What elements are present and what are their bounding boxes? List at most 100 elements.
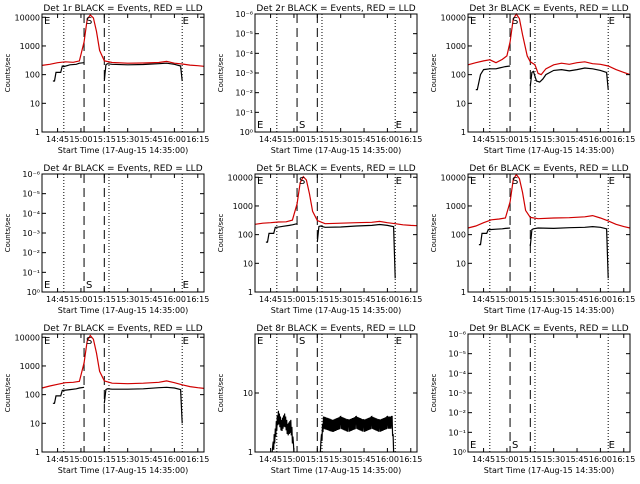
y-tick-label: 10⁻² xyxy=(448,409,466,418)
x-tick-label: 15:15 xyxy=(306,295,329,304)
x-axis-label: Start Time (17-Aug-15 14:35:00) xyxy=(271,466,402,475)
x-tick-label: 15:45 xyxy=(353,135,376,144)
y-tick-label: 10⁰ xyxy=(240,128,253,137)
detector-panel: Det 4r BLACK = Events, RED = LLD E S E 10⁰ 10… xyxy=(4,164,209,315)
y-tick-label: 100 xyxy=(451,71,466,80)
x-tick-label: 15:30 xyxy=(116,295,139,304)
interval-marker-label: E xyxy=(183,280,189,291)
x-tick-label: 16:15 xyxy=(399,455,422,464)
interval-marker-label: S xyxy=(299,120,305,131)
detector-panel: Det 2r BLACK = Events, RED = LLD E S E 10⁰ 10… xyxy=(217,4,422,155)
interval-marker-label: E xyxy=(396,336,402,347)
detector-panel: Det 3r BLACK = Events, RED = LLD E S E 1 10 10… xyxy=(430,4,635,155)
y-tick-label: 10 xyxy=(456,99,466,108)
x-tick-label: 15:45 xyxy=(353,455,376,464)
events-series-line xyxy=(103,386,183,424)
x-tick-label: 16:00 xyxy=(589,455,612,464)
x-tick-label: 15:45 xyxy=(566,135,589,144)
y-tick-label: 10⁻³ xyxy=(22,229,40,238)
y-axis-label: Counts/sec xyxy=(4,374,12,413)
x-tick-label: 15:30 xyxy=(116,135,139,144)
events-series-line xyxy=(529,67,609,90)
x-tick-label: 15:15 xyxy=(93,135,116,144)
y-tick-label: 100 xyxy=(451,231,466,240)
y-tick-label: 10 xyxy=(30,419,40,428)
x-tick-label: 15:45 xyxy=(140,455,163,464)
x-axis-label: Start Time (17-Aug-15 14:35:00) xyxy=(58,466,189,475)
plot-frame xyxy=(41,173,205,293)
plot-frame xyxy=(467,13,631,133)
y-tick-label: 10⁻⁵ xyxy=(448,350,466,359)
panel-title: Det 8r BLACK = Events, RED = LLD xyxy=(256,324,415,334)
x-tick-label: 15:30 xyxy=(329,135,352,144)
events-series-line xyxy=(478,227,511,246)
x-tick-label: 15:00 xyxy=(282,295,305,304)
x-axis-label: Start Time (17-Aug-15 14:35:00) xyxy=(271,146,402,155)
x-tick-label: 15:00 xyxy=(282,455,305,464)
y-tick-label: 1000 xyxy=(446,202,466,211)
y-tick-label: 100 xyxy=(25,391,40,400)
x-tick-label: 15:00 xyxy=(282,135,305,144)
y-tick-label: 1000 xyxy=(446,42,466,51)
y-axis-label: Counts/sec xyxy=(430,374,438,413)
x-tick-label: 16:00 xyxy=(589,295,612,304)
panel-title: Det 2r BLACK = Events, RED = LLD xyxy=(256,4,415,14)
x-tick-label: 15:30 xyxy=(329,455,352,464)
x-tick-label: 15:15 xyxy=(306,135,329,144)
x-tick-label: 15:30 xyxy=(542,455,565,464)
x-tick-label: 14:45 xyxy=(46,295,69,304)
x-tick-label: 15:15 xyxy=(93,295,116,304)
plot-frame xyxy=(41,13,205,133)
interval-marker-label: S xyxy=(86,280,92,291)
y-tick-label: 10000 xyxy=(441,13,466,22)
panel-title: Det 7r BLACK = Events, RED = LLD xyxy=(43,324,202,334)
interval-marker-label: S xyxy=(299,176,305,187)
y-axis-label: Counts/sec xyxy=(217,374,225,413)
y-tick-label: 10⁻² xyxy=(22,249,40,258)
y-tick-label: 10⁻³ xyxy=(235,69,253,78)
detector-panel: Det 9r BLACK = Events, RED = LLD E S E 10⁰ 10… xyxy=(430,324,635,475)
y-tick-label: 10000 xyxy=(441,173,466,182)
lld-series-line xyxy=(41,14,205,67)
x-tick-label: 15:15 xyxy=(519,135,542,144)
x-tick-label: 15:00 xyxy=(495,295,518,304)
events-series-line xyxy=(475,65,511,91)
x-tick-label: 15:00 xyxy=(495,135,518,144)
x-tick-label: 16:00 xyxy=(163,295,186,304)
y-tick-label: 10 xyxy=(30,99,40,108)
x-tick-label: 14:45 xyxy=(472,295,495,304)
events-series-line xyxy=(265,223,298,243)
events-series-line xyxy=(103,62,183,82)
x-tick-label: 15:45 xyxy=(566,295,589,304)
interval-marker-label: E xyxy=(257,336,263,347)
interval-marker-label: E xyxy=(470,16,476,27)
x-tick-label: 16:00 xyxy=(589,135,612,144)
x-tick-label: 16:15 xyxy=(399,295,422,304)
detector-panel: Det 1r BLACK = Events, RED = LLD E S E 1 10 10… xyxy=(4,4,209,155)
y-tick-label: 10⁰ xyxy=(453,448,466,457)
y-tick-label: 10⁻⁴ xyxy=(22,209,40,218)
plot-frame xyxy=(254,13,418,133)
y-tick-label: 10 xyxy=(456,259,466,268)
panel-title: Det 9r BLACK = Events, RED = LLD xyxy=(469,324,628,334)
interval-marker-label: E xyxy=(257,176,263,187)
x-tick-label: 15:30 xyxy=(542,295,565,304)
interval-marker-label: E xyxy=(183,16,189,27)
x-tick-label: 15:45 xyxy=(140,295,163,304)
x-tick-label: 16:00 xyxy=(163,455,186,464)
x-tick-label: 15:00 xyxy=(69,295,92,304)
y-tick-label: 10⁻¹ xyxy=(22,268,40,277)
x-tick-label: 14:45 xyxy=(472,455,495,464)
x-tick-label: 16:00 xyxy=(376,455,399,464)
interval-marker-label: E xyxy=(44,336,50,347)
x-tick-label: 15:45 xyxy=(566,455,589,464)
x-axis-label: Start Time (17-Aug-15 14:35:00) xyxy=(271,306,402,315)
y-tick-label: 1 xyxy=(35,448,40,457)
interval-marker-label: E xyxy=(44,280,50,291)
y-tick-label: 10⁻³ xyxy=(448,389,466,398)
y-tick-label: 1 xyxy=(461,288,466,297)
x-tick-label: 16:00 xyxy=(376,135,399,144)
x-tick-label: 16:15 xyxy=(186,455,209,464)
